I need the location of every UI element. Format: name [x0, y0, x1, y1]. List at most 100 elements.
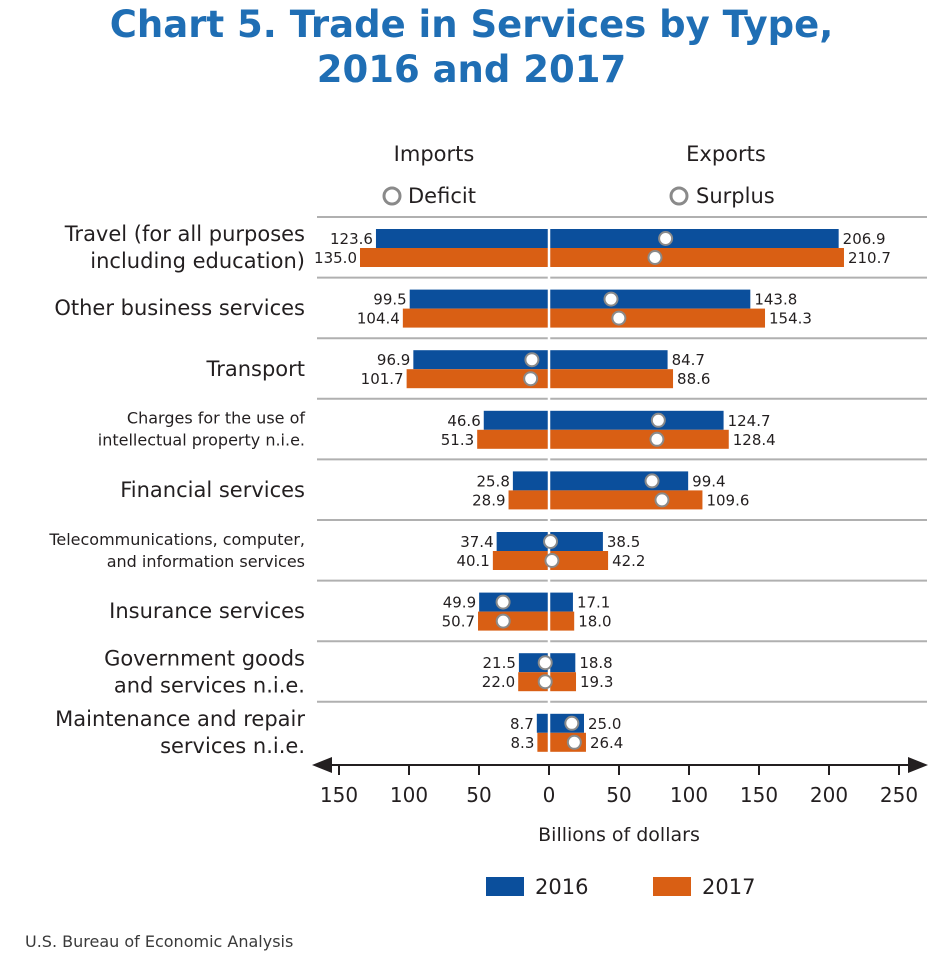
export-bar-2017: [549, 611, 575, 631]
category-label: Other business services: [54, 296, 305, 320]
category-label: Government goods: [104, 646, 305, 670]
deficit-label: Deficit: [408, 184, 476, 208]
legend-swatch-2017: [653, 877, 691, 896]
import-value-label: 101.7: [361, 370, 404, 388]
export-value-label: 143.8: [754, 291, 797, 309]
balance-marker-2016: [495, 594, 511, 610]
balance-marker-2017: [544, 553, 560, 568]
import-bar-2016: [413, 350, 549, 370]
import-value-label: 99.5: [373, 291, 406, 309]
import-bar-2017: [402, 308, 549, 328]
export-value-label: 84.7: [672, 351, 705, 369]
x-tick-label: 50: [606, 783, 631, 807]
category-label: Insurance services: [109, 599, 305, 623]
export-bar-2016: [549, 289, 751, 309]
export-value-label: 26.4: [590, 734, 623, 752]
balance-marker-2016: [603, 291, 619, 307]
x-tick-label: 250: [880, 783, 918, 807]
export-bar-2016: [549, 653, 576, 673]
category-label: including education): [90, 249, 305, 273]
category-label: Maintenance and repair: [55, 707, 305, 731]
balance-marker-2016: [524, 352, 540, 368]
balance-marker-2016: [658, 231, 674, 246]
import-bar-2017: [537, 732, 549, 752]
axis-arrow-right-icon: [908, 757, 928, 773]
import-value-label: 135.0: [314, 249, 357, 267]
export-value-label: 154.3: [769, 310, 812, 328]
import-bar-2016: [375, 229, 549, 248]
x-tick-label: 200: [810, 783, 848, 807]
import-bar-2016: [536, 713, 549, 733]
export-value-label: 18.8: [579, 654, 612, 672]
import-value-label: 8.3: [511, 734, 535, 752]
export-value-label: 99.4: [692, 472, 725, 490]
import-value-label: 46.6: [447, 412, 480, 430]
x-axis-label: Billions of dollars: [538, 824, 700, 846]
x-tick-label: 50: [466, 783, 491, 807]
import-value-label: 96.9: [377, 351, 410, 369]
category-label: Financial services: [120, 478, 305, 502]
legend-label-2017: 2017: [702, 875, 755, 899]
import-value-label: 40.1: [456, 552, 489, 570]
balance-marker-2017: [649, 431, 665, 447]
export-bar-2017: [549, 429, 729, 449]
category-label: and information services: [107, 552, 305, 571]
legend-label-2016: 2016: [535, 875, 588, 899]
import-bar-2017: [360, 248, 549, 267]
import-bar-2016: [483, 410, 549, 430]
import-value-label: 123.6: [330, 230, 373, 248]
import-value-label: 51.3: [441, 431, 474, 449]
import-value-label: 49.9: [443, 594, 476, 612]
balance-marker-2017: [495, 613, 511, 629]
export-value-label: 25.0: [588, 715, 621, 733]
import-value-label: 50.7: [442, 613, 475, 631]
export-bar-2016: [549, 410, 724, 430]
import-bar-2017: [508, 490, 549, 510]
export-bar-2016: [549, 350, 668, 370]
import-bar-2017: [478, 611, 549, 631]
balance-marker-2017: [523, 371, 539, 387]
import-value-label: 8.7: [510, 715, 534, 733]
legend-swatch-2016: [486, 877, 524, 896]
export-bar-2016: [549, 532, 603, 551]
export-value-label: 17.1: [577, 594, 610, 612]
balance-marker-2017: [647, 250, 663, 265]
balance-marker-2016: [543, 534, 559, 549]
export-value-label: 38.5: [607, 533, 640, 551]
import-value-label: 37.4: [460, 533, 493, 551]
import-bar-2016: [512, 471, 549, 491]
import-value-label: 28.9: [472, 491, 505, 509]
import-bar-2017: [477, 429, 549, 449]
export-value-label: 124.7: [728, 412, 771, 430]
balance-marker-2017: [566, 734, 582, 750]
export-value-label: 109.6: [706, 491, 749, 509]
export-bar-2017: [549, 248, 844, 267]
axis-arrow-left-icon: [312, 757, 332, 773]
balance-marker-2016: [537, 655, 553, 671]
export-value-label: 210.7: [848, 249, 891, 267]
import-value-label: 21.5: [482, 654, 515, 672]
balance-marker-2016: [650, 412, 666, 428]
balance-marker-2017: [537, 674, 553, 690]
category-label: Travel (for all purposes: [64, 222, 305, 246]
export-value-label: 206.9: [843, 230, 886, 248]
category-label: services n.i.e.: [160, 734, 305, 758]
export-bar-2017: [549, 369, 674, 389]
exports-header: Exports: [686, 142, 766, 166]
x-tick-label: 100: [670, 783, 708, 807]
export-bar-2017: [549, 490, 703, 510]
export-bar-2017: [549, 308, 766, 328]
source-note: U.S. Bureau of Economic Analysis: [25, 932, 294, 951]
export-bar-2016: [549, 229, 839, 248]
imports-header: Imports: [394, 142, 475, 166]
export-value-label: 42.2: [612, 552, 645, 570]
title-line-1: Chart 5. Trade in Services by Type,: [109, 3, 834, 46]
x-tick-label: 100: [390, 783, 428, 807]
export-value-label: 18.0: [578, 613, 611, 631]
deficit-marker-icon: [382, 186, 402, 206]
import-value-label: 22.0: [482, 673, 515, 691]
balance-marker-2016: [564, 715, 580, 731]
import-bar-2017: [406, 369, 549, 389]
category-label: Transport: [205, 357, 305, 381]
